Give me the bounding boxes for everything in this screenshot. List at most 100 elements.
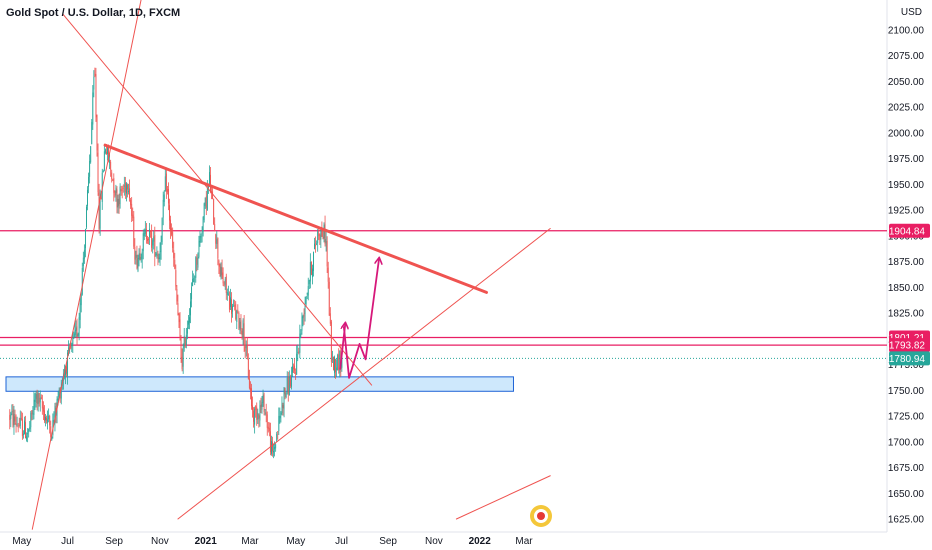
candle-body [330,321,332,362]
candle-body [243,323,245,346]
candle-body [208,172,210,184]
candle-body [53,419,55,422]
candle-body [162,199,164,218]
candle-body [215,234,217,244]
candle-body [132,214,134,219]
candle-body [159,251,161,260]
candle-body [202,217,204,232]
candle-body [335,359,337,373]
candle-body [125,183,127,194]
candle-body [242,320,244,338]
candle-body [92,92,94,125]
candle-body [301,316,303,331]
candle-body [248,378,250,389]
candle-body [66,366,67,374]
candle-body [287,376,289,394]
candle-body [315,245,317,247]
projection-arrow-path[interactable] [342,258,379,379]
candle-body [86,206,87,228]
candle-body [244,346,246,352]
x-tick-label: 2021 [195,536,218,547]
trendline[interactable] [177,228,551,520]
candle-body [114,190,116,196]
candle-body [113,178,115,193]
candle-body [43,410,45,422]
candle-body [297,351,299,354]
trendline[interactable] [455,475,551,520]
candle-body [259,405,261,421]
candle-body [273,451,275,453]
candle-body [29,427,31,429]
candle-body [219,264,221,277]
candle-body [180,338,182,359]
candle-body [309,262,311,282]
price-badge [889,351,930,366]
candle-body [79,303,81,320]
candle-body [145,228,147,240]
candle-body [93,76,95,90]
candle-body [21,419,23,437]
candle-body [35,391,37,399]
candle-body [146,238,148,242]
candle-body [119,186,121,205]
candle-body [130,199,132,206]
y-tick-label: 2025.00 [888,103,925,114]
candle-body [10,413,12,419]
candle-body [141,251,143,260]
trendline[interactable] [103,143,488,294]
candle-body [296,353,298,375]
candle-body [154,234,156,257]
candle-body [19,418,21,426]
candle-body [341,357,343,368]
candle-body [327,267,329,282]
candle-body [204,197,206,207]
tradingview-logo-icon [530,505,552,527]
candle-body [302,316,304,319]
x-tick-label: Mar [515,536,533,547]
candle-body [134,247,136,260]
candle-body [13,413,15,428]
candle-body [45,416,46,421]
candle-body [197,256,199,268]
candle-body [107,145,108,154]
candle-body [158,257,160,259]
candle-body [105,151,107,154]
candle-body [121,189,123,191]
candle-body [37,392,39,405]
candle-body [228,295,230,310]
candle-body [195,257,197,278]
candle-body [47,419,49,423]
candle-body [77,334,79,337]
candle-body [234,305,236,307]
candle-body [157,253,159,260]
candle-body [226,292,228,295]
candle-body [339,350,341,374]
candle-body [321,227,323,237]
candle-body [241,330,243,336]
candle-body [295,372,297,374]
candle-body [112,179,114,181]
support-zone[interactable] [5,376,514,392]
candle-body [317,231,319,244]
candle-body [316,243,318,245]
candle-body [262,395,264,403]
trendline[interactable] [31,0,143,530]
candle-body [310,261,312,275]
price-badge-label: 1904.84 [889,226,926,237]
candle-body [289,376,291,386]
candle-body [58,389,60,398]
trendline[interactable] [62,13,373,386]
candle-body [205,196,207,208]
candle-body [214,224,216,232]
candle-body [231,299,232,314]
candle-body [34,399,36,402]
x-tick-label: Sep [105,536,123,547]
y-tick-label: 1775.00 [888,360,925,371]
candle-body [192,278,194,287]
x-tick-label: May [286,536,305,547]
candle-body [220,266,222,278]
candle-body [175,270,177,287]
candle-body [78,317,80,336]
